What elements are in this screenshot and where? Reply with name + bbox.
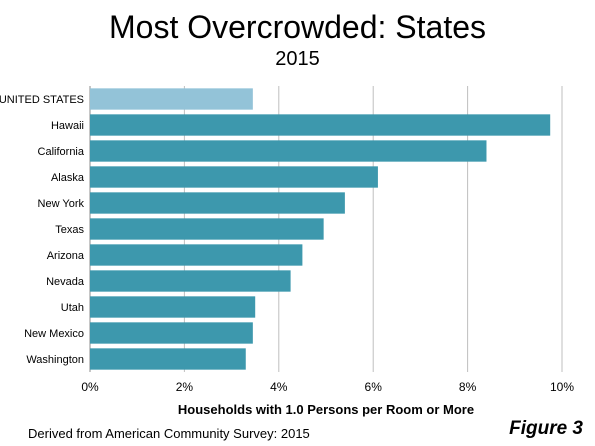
- bar-united-states: [90, 88, 253, 110]
- x-tick-label: 10%: [550, 380, 574, 394]
- category-label: Arizona: [47, 250, 85, 262]
- bar-california: [90, 140, 487, 162]
- bar-nevada: [90, 270, 291, 292]
- category-label: Hawaii: [51, 120, 84, 132]
- category-label: Washington: [26, 354, 84, 366]
- bar-alaska: [90, 166, 378, 188]
- category-label: New York: [38, 198, 85, 210]
- category-label: Utah: [61, 302, 84, 314]
- bar-new-mexico: [90, 322, 253, 344]
- category-label: New Mexico: [24, 328, 84, 340]
- category-label: California: [38, 146, 85, 158]
- source-note: Derived from American Community Survey: …: [28, 426, 310, 441]
- x-tick-labels: 0% 2% 4% 6% 8% 10%: [81, 380, 574, 394]
- bar-chart: UNITED STATES Hawaii California Alaska New Y…: [0, 86, 574, 394]
- category-labels: UNITED STATES Hawaii California Alaska New Y…: [0, 94, 85, 366]
- chart-title: Most Overcrowded: States: [108, 9, 487, 45]
- category-label: Nevada: [46, 276, 85, 288]
- category-label: UNITED STATES: [0, 94, 84, 106]
- bar-washington: [90, 348, 246, 370]
- bar-utah: [90, 296, 256, 318]
- bar-arizona: [90, 244, 303, 266]
- bar-texas: [90, 218, 324, 240]
- category-label: Alaska: [51, 172, 85, 184]
- bar-hawaii: [90, 114, 551, 136]
- chart-subtitle: 2015: [275, 48, 320, 70]
- x-tick-label: 8%: [459, 380, 477, 394]
- bar-new-york: [90, 192, 345, 214]
- bars: [90, 88, 551, 370]
- x-tick-label: 4%: [270, 380, 288, 394]
- figure-label: Figure 3: [509, 418, 583, 439]
- x-tick-label: 2%: [176, 380, 194, 394]
- x-axis-label: Households with 1.0 Persons per Room or …: [177, 402, 475, 417]
- x-tick-label: 6%: [365, 380, 383, 394]
- x-tick-label: 0%: [81, 380, 99, 394]
- category-label: Texas: [55, 224, 84, 236]
